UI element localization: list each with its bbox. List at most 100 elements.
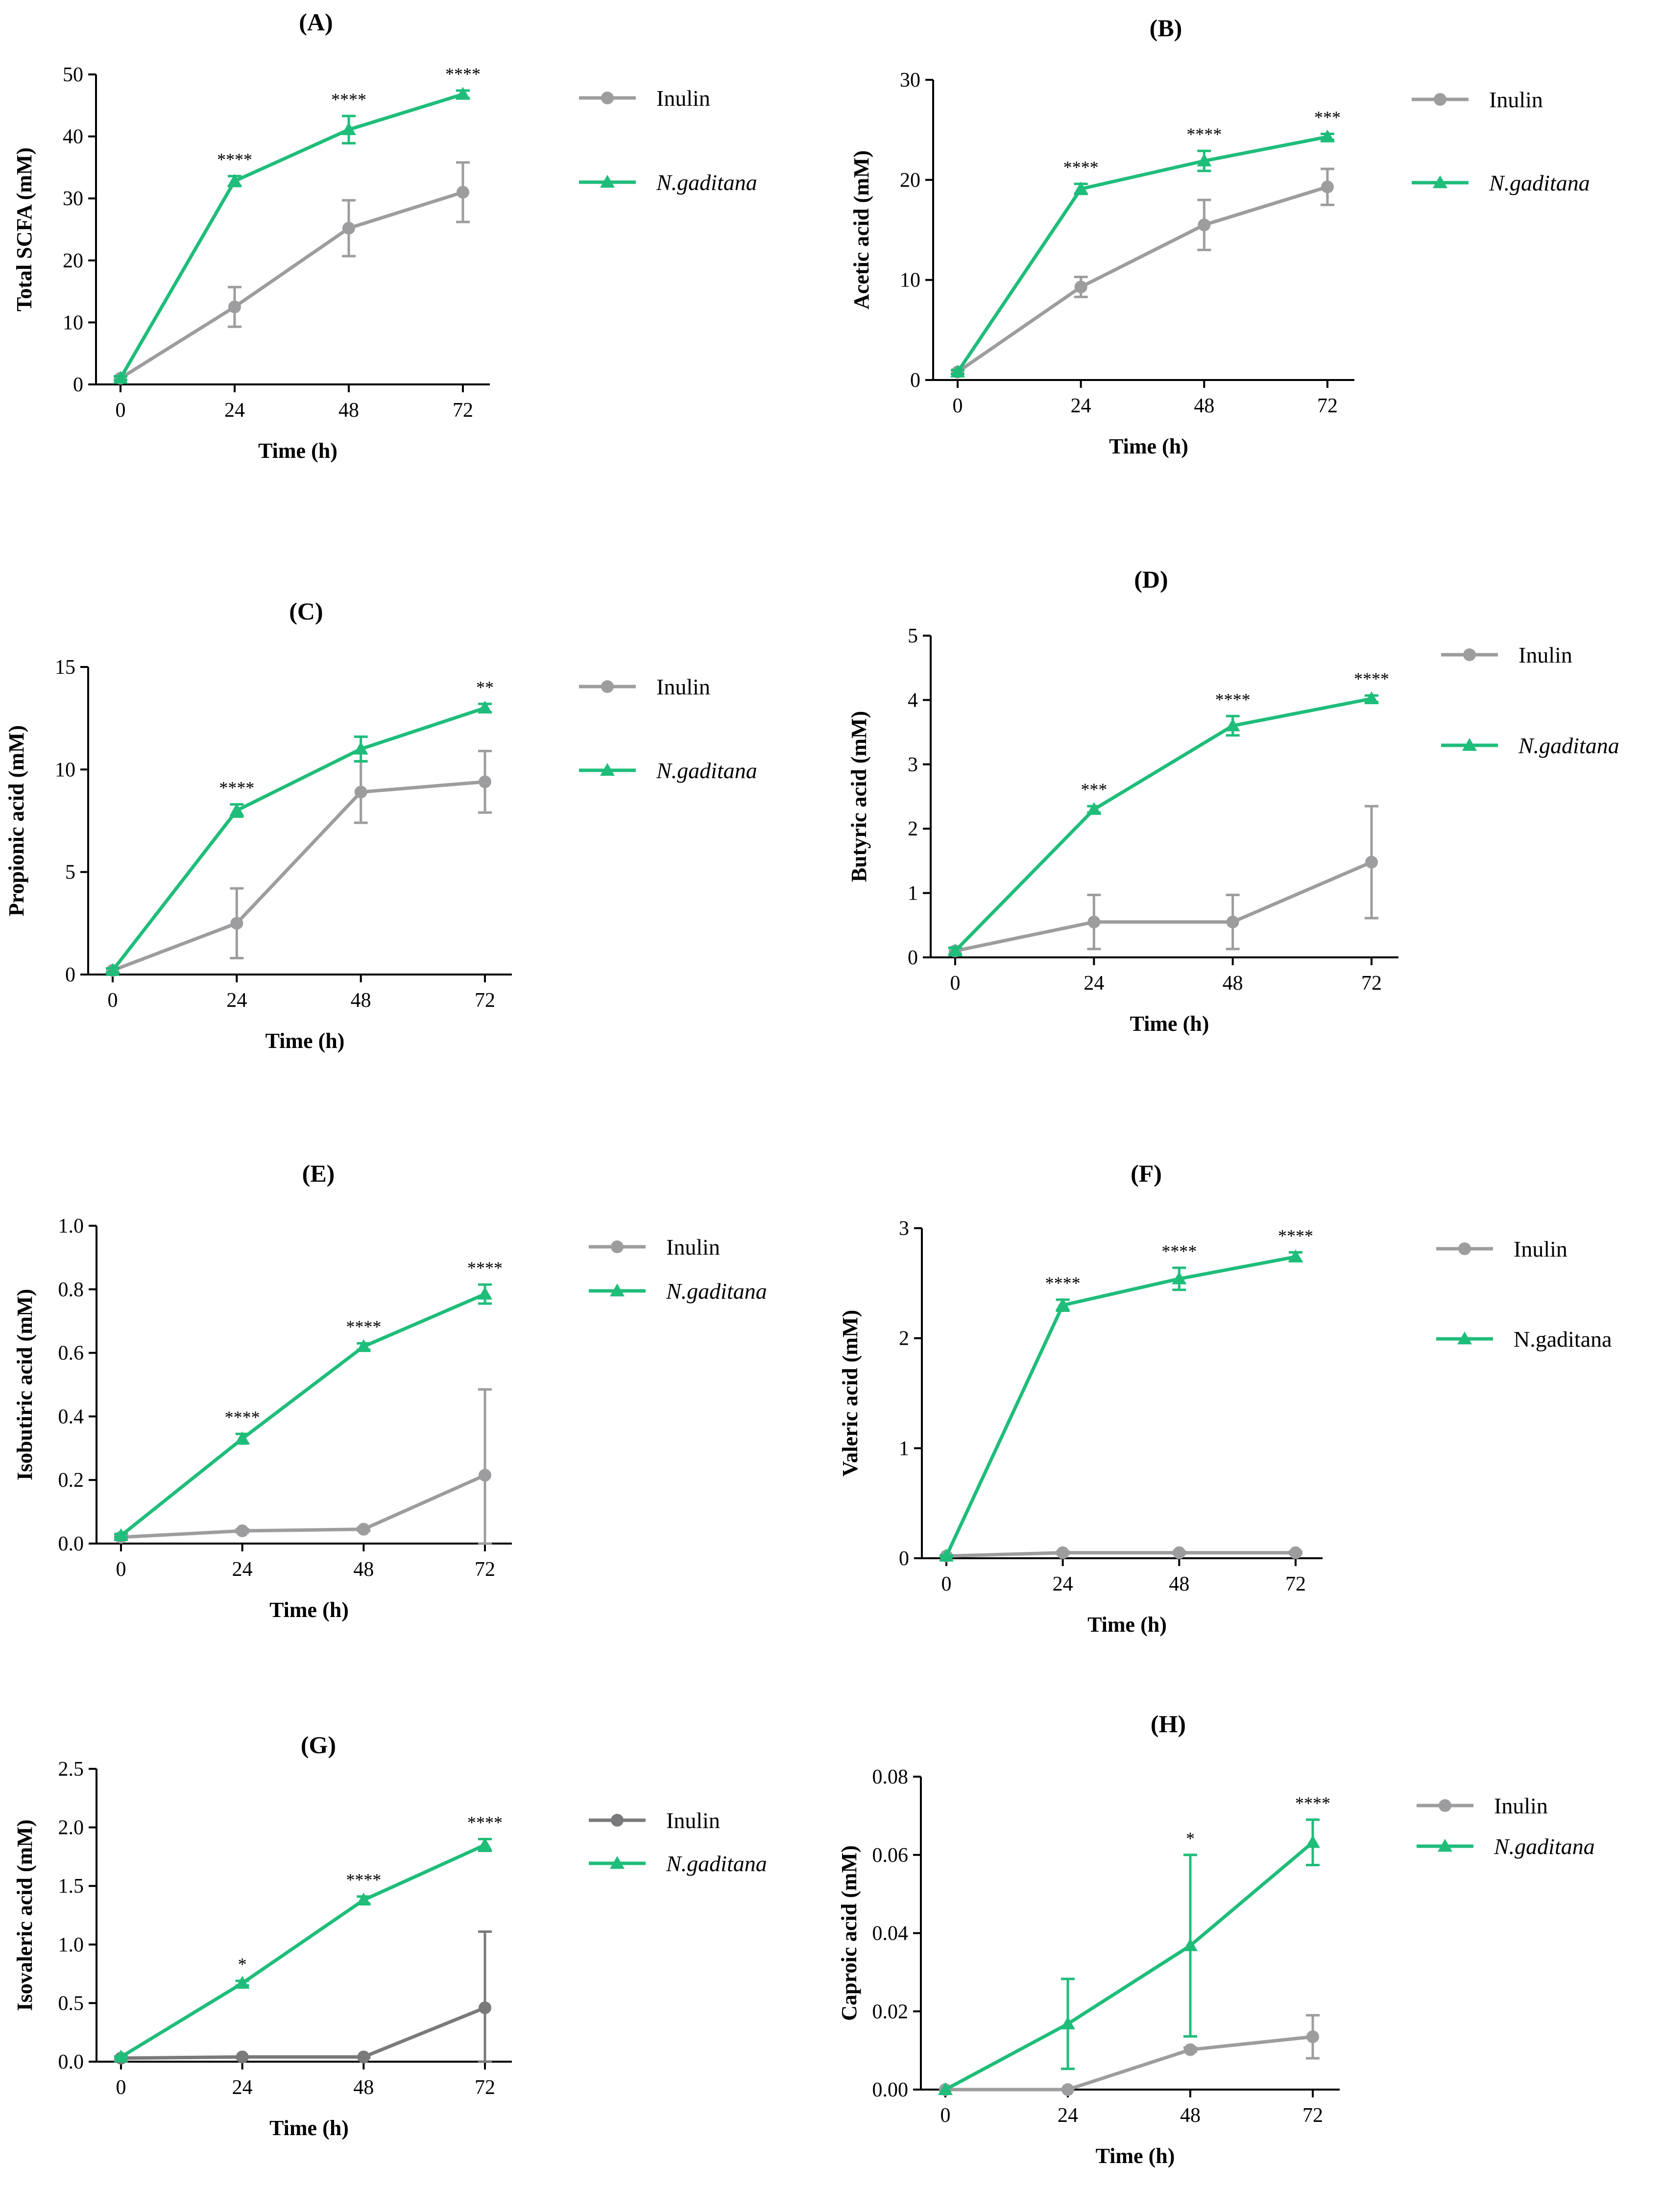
y-tick-label: 15: [55, 656, 75, 679]
y-tick-label: 1.5: [58, 1875, 84, 1898]
data-point: [1184, 2043, 1197, 2056]
legend-label: N.gaditana: [1489, 170, 1590, 195]
y-tick-label: 20: [900, 169, 920, 191]
legend-label: N.gaditana: [666, 1851, 767, 1876]
x-tick-label: 72: [1361, 972, 1382, 995]
x-tick-label: 24: [1053, 1573, 1073, 1595]
legend-item-ngaditana: N.gaditana: [579, 758, 757, 783]
y-axis-title: Isovaleric acid (mM): [13, 1820, 37, 2011]
y-tick-label: 4: [908, 689, 918, 712]
legend-marker-icon: [600, 763, 615, 776]
series-line: [944, 1841, 1314, 2092]
legend-label: Inulin: [1518, 642, 1572, 667]
panel-title: (E): [302, 1160, 335, 1187]
x-tick-label: 72: [1317, 395, 1338, 417]
legend-marker-icon: [611, 1814, 624, 1827]
legend-item-inulin: Inulin: [589, 1808, 720, 1833]
series-inulin: [106, 750, 492, 977]
x-tick-label: 0: [108, 989, 118, 1012]
series-line: [957, 185, 1328, 374]
legend-label: Inulin: [666, 1235, 720, 1260]
data-point: [227, 173, 242, 187]
series-line: [120, 1843, 486, 2059]
series-ngaditana: [948, 691, 1379, 957]
panel-title: (B): [1150, 14, 1182, 42]
chart-panel-8: (H) 0.00 0.02 0.04 0.06 0.08 0 24 48 72 Time (h) Ca…: [837, 1710, 1595, 2168]
legend-item-ngaditana: N.gaditana: [1436, 1327, 1612, 1352]
x-tick-label: 72: [475, 2076, 495, 2099]
significance-label: ****: [445, 64, 481, 84]
data-point: [1060, 2016, 1075, 2030]
series-inulin: [114, 161, 470, 385]
series-inulin: [939, 1546, 1302, 1563]
y-axis-title: Total SCFA (mM): [12, 147, 36, 311]
series-ngaditana: [950, 129, 1335, 378]
significance-label: ****: [1295, 1793, 1330, 1813]
data-point: [235, 1431, 250, 1445]
x-tick-label: 0: [116, 399, 126, 422]
legend-marker-icon: [1438, 1839, 1452, 1852]
y-tick-label: 0: [899, 1547, 909, 1570]
y-tick-label: 2: [899, 1328, 909, 1350]
data-point: [948, 943, 963, 957]
x-tick-label: 0: [953, 395, 963, 417]
x-axis-title: Time (h): [265, 1029, 345, 1053]
panel-title: (G): [301, 1731, 336, 1759]
y-tick-label: 10: [55, 759, 75, 781]
x-tick-label: 0: [116, 2076, 126, 2099]
data-point: [479, 1469, 491, 1482]
data-point: [354, 785, 367, 799]
series-inulin: [114, 1930, 492, 2065]
y-axis-title: Acetic acid (mM): [849, 150, 873, 309]
significance-label: ****: [1045, 1273, 1081, 1293]
data-point: [229, 803, 244, 816]
data-point: [939, 1548, 954, 1562]
x-tick-label: 48: [353, 1558, 374, 1581]
data-point: [1364, 691, 1379, 705]
data-point: [1198, 218, 1211, 232]
significance-label: ***: [1081, 780, 1107, 799]
y-tick-label: 0.00: [872, 2079, 909, 2101]
series-line: [120, 1292, 486, 1537]
y-tick-label: 50: [63, 64, 83, 86]
x-tick-label: 48: [353, 2076, 374, 2099]
y-tick-label: 2: [908, 818, 918, 840]
x-tick-label: 48: [351, 989, 371, 1012]
series-line: [112, 780, 485, 972]
y-tick-label: 40: [63, 126, 83, 148]
data-point: [236, 2050, 249, 2064]
data-point: [1056, 1546, 1069, 1559]
y-tick-label: 5: [65, 861, 75, 884]
data-point: [1074, 280, 1087, 293]
y-tick-label: 0: [73, 374, 83, 396]
series-line: [120, 2006, 486, 2060]
y-tick-label: 2.5: [58, 1758, 84, 1781]
legend-marker-icon: [600, 175, 615, 188]
legend-item-inulin: Inulin: [1417, 1793, 1548, 1818]
series-line: [111, 706, 486, 972]
panel-title: (H): [1151, 1710, 1186, 1737]
chart-panel-7: (G) 0.0 0.5 1.0 1.5 2.0 2.5 0 24 48 72 Time (h) Isov…: [13, 1731, 767, 2140]
x-tick-label: 48: [1194, 395, 1214, 417]
significance-label: ****: [331, 90, 366, 109]
y-tick-label: 1: [899, 1437, 909, 1460]
legend-marker-icon: [610, 1856, 625, 1869]
x-axis-title: Time (h): [1130, 1012, 1209, 1036]
data-point: [1320, 129, 1335, 143]
y-tick-label: 0.08: [872, 1766, 909, 1788]
legend-marker-icon: [601, 680, 614, 693]
y-tick-label: 0.06: [872, 1844, 909, 1867]
y-tick-label: 0.02: [872, 2000, 909, 2023]
data-point: [113, 371, 128, 384]
data-point: [478, 1837, 492, 1851]
x-axis-title: Time (h): [269, 1598, 349, 1622]
data-point: [341, 122, 356, 135]
significance-label: *: [238, 1954, 247, 1974]
x-tick-label: 72: [453, 399, 473, 422]
legend-marker-icon: [610, 1284, 625, 1297]
data-point: [356, 1339, 371, 1352]
series-line: [954, 697, 1372, 952]
y-tick-label: 0.2: [58, 1469, 84, 1492]
legend-label: Inulin: [1494, 1793, 1548, 1818]
legend-item-inulin: Inulin: [589, 1235, 720, 1260]
